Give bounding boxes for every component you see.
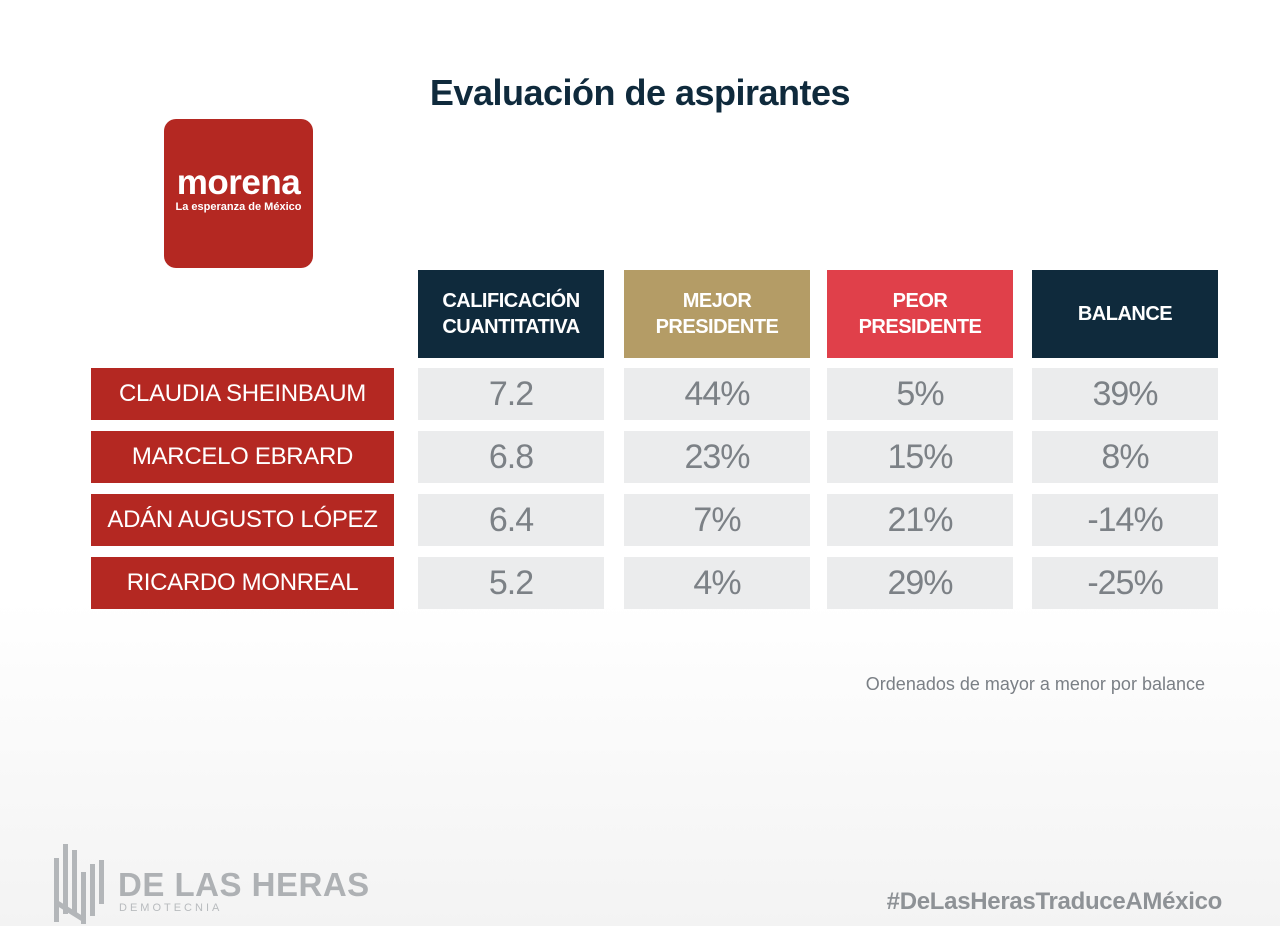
table-cell: 21% <box>827 494 1013 546</box>
column-header: PEOR PRESIDENTE <box>827 270 1013 358</box>
table-cell: 8% <box>1032 431 1218 483</box>
logo-tagline: La esperanza de México <box>175 201 302 213</box>
hashtag: #DeLasHerasTraduceAMéxico <box>886 888 1223 915</box>
brand-name: DE LAS HERAS <box>118 866 370 903</box>
sort-note: Ordenados de mayor a menor por balance <box>865 674 1205 694</box>
page-title: Evaluación de aspirantes <box>429 72 851 113</box>
table-cell: 6.4 <box>418 494 604 546</box>
brand-subtitle: DEMOTECNIA <box>119 902 223 914</box>
table-cell: 7.2 <box>418 368 604 420</box>
table-cell: -14% <box>1032 494 1218 546</box>
table-cell: 44% <box>624 368 810 420</box>
table-cell: 6.8 <box>418 431 604 483</box>
row-label: CLAUDIA SHEINBAUM <box>91 368 394 420</box>
column-header: MEJOR PRESIDENTE <box>624 270 810 358</box>
table-cell: 4% <box>624 557 810 609</box>
brand-logo: DE LAS HERAS DEMOTECNIA <box>52 838 369 926</box>
morena-logo: morena La esperanza de México <box>164 119 313 268</box>
row-label: RICARDO MONREAL <box>91 557 394 609</box>
table-cell: 15% <box>827 431 1013 483</box>
column-header: CALIFICACIÓN CUANTITATIVA <box>418 270 604 358</box>
logo-word: morena <box>176 163 301 202</box>
column-header: BALANCE <box>1032 270 1218 358</box>
table-cell: 23% <box>624 431 810 483</box>
table-cell: 7% <box>624 494 810 546</box>
table-cell: 39% <box>1032 368 1218 420</box>
building-icon <box>54 844 104 924</box>
row-label: MARCELO EBRARD <box>91 431 394 483</box>
row-label: ADÁN AUGUSTO LÓPEZ <box>91 494 394 546</box>
table-cell: -25% <box>1032 557 1218 609</box>
table-cell: 29% <box>827 557 1013 609</box>
table-cell: 5% <box>827 368 1013 420</box>
table-cell: 5.2 <box>418 557 604 609</box>
